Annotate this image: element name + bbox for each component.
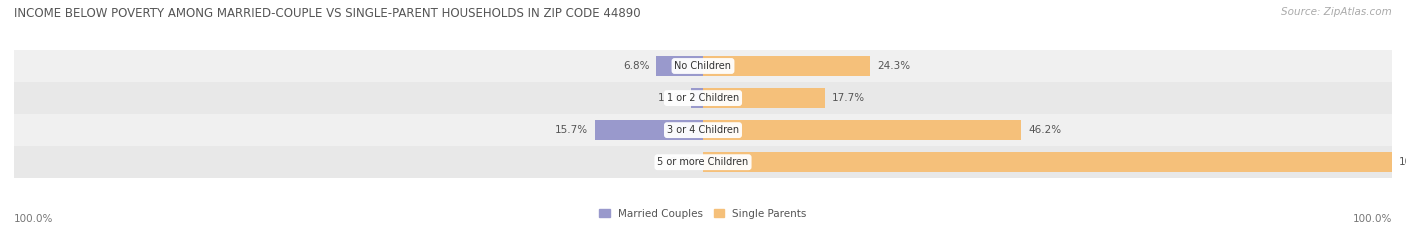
Bar [14, 114, 1392, 146]
Text: 100.0%: 100.0% [14, 214, 53, 224]
Text: 100.0%: 100.0% [1399, 157, 1406, 167]
Bar [657, 56, 703, 76]
Bar [703, 88, 825, 108]
Bar [14, 146, 1392, 178]
Text: 15.7%: 15.7% [555, 125, 588, 135]
Bar [703, 152, 1392, 172]
Text: 6.8%: 6.8% [623, 61, 650, 71]
Text: Source: ZipAtlas.com: Source: ZipAtlas.com [1281, 7, 1392, 17]
Text: 24.3%: 24.3% [877, 61, 911, 71]
Text: 0.0%: 0.0% [669, 157, 696, 167]
Text: 1 or 2 Children: 1 or 2 Children [666, 93, 740, 103]
Text: 17.7%: 17.7% [832, 93, 865, 103]
Text: No Children: No Children [675, 61, 731, 71]
Bar [14, 50, 1392, 82]
Bar [595, 120, 703, 140]
Text: 1.7%: 1.7% [658, 93, 685, 103]
Bar [14, 82, 1392, 114]
Bar [692, 88, 703, 108]
Bar [703, 120, 1021, 140]
Text: 5 or more Children: 5 or more Children [658, 157, 748, 167]
Bar [703, 56, 870, 76]
Text: 3 or 4 Children: 3 or 4 Children [666, 125, 740, 135]
Text: INCOME BELOW POVERTY AMONG MARRIED-COUPLE VS SINGLE-PARENT HOUSEHOLDS IN ZIP COD: INCOME BELOW POVERTY AMONG MARRIED-COUPL… [14, 7, 641, 20]
Text: 46.2%: 46.2% [1028, 125, 1062, 135]
Legend: Married Couples, Single Parents: Married Couples, Single Parents [599, 209, 807, 219]
Text: 100.0%: 100.0% [1353, 214, 1392, 224]
